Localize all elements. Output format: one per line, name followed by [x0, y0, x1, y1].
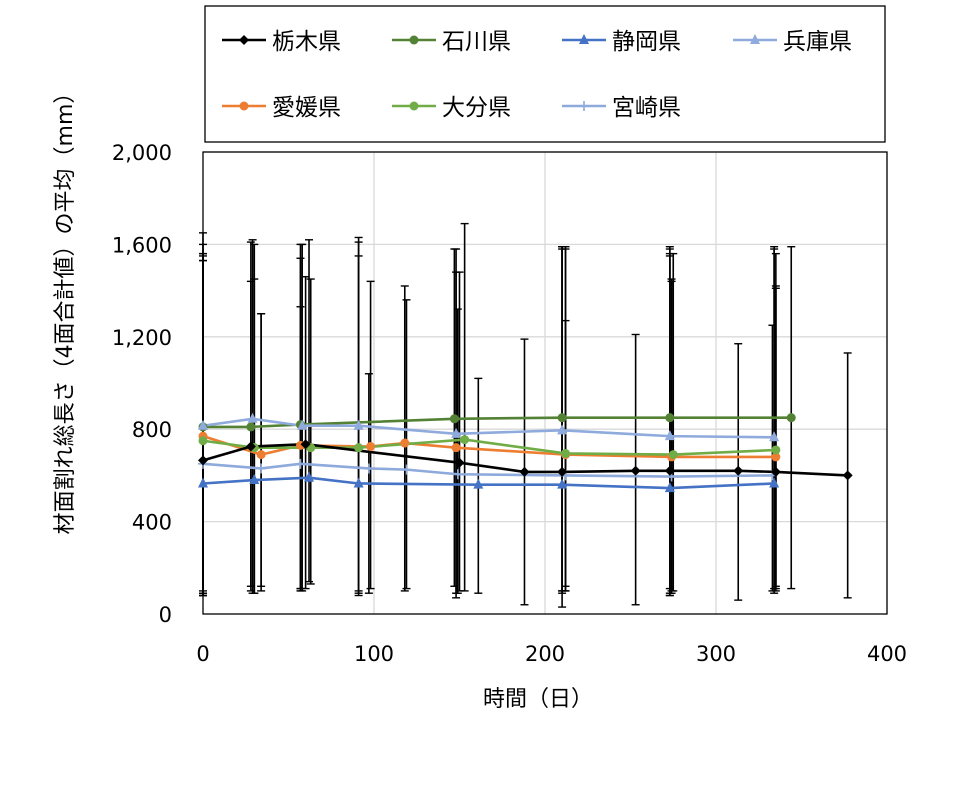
data-point — [668, 450, 678, 460]
legend-label: 兵庫県 — [783, 29, 852, 55]
legend-label: 大分県 — [442, 95, 511, 121]
data-point — [460, 435, 470, 445]
series-line — [202, 476, 775, 490]
data-point — [769, 477, 780, 488]
data-point — [579, 101, 589, 111]
data-point — [247, 412, 258, 423]
data-point — [198, 419, 208, 430]
data-point — [454, 457, 465, 468]
y-tick-label: 0 — [159, 603, 172, 627]
data-point — [409, 101, 419, 111]
data-point — [300, 439, 311, 450]
data-point — [451, 427, 462, 438]
x-tick-label: 400 — [867, 642, 907, 666]
data-point — [473, 478, 484, 489]
data-point — [366, 442, 376, 452]
data-point — [400, 438, 410, 448]
data-point — [245, 441, 256, 452]
data-point — [353, 477, 364, 488]
data-point — [239, 101, 249, 111]
data-point — [519, 466, 530, 477]
data-point — [297, 419, 308, 430]
data-point — [664, 482, 675, 493]
data-point — [409, 35, 419, 45]
data-point — [295, 458, 306, 469]
y-tick-label: 800 — [132, 418, 172, 442]
x-tick-label: 200 — [525, 642, 565, 666]
data-point — [664, 430, 675, 441]
data-point — [449, 414, 459, 424]
data-point — [198, 436, 208, 446]
legend-label: 栃木県 — [272, 29, 341, 55]
data-point — [770, 466, 781, 477]
data-point — [256, 463, 267, 474]
data-point — [451, 443, 461, 453]
y-tick-labels: 0 400 800 1,200 1,600 2,000 — [112, 141, 172, 627]
data-point — [239, 35, 249, 45]
legend-box — [204, 5, 886, 143]
data-point — [733, 465, 744, 476]
error-bars — [199, 222, 852, 608]
legend-label: 石川県 — [442, 29, 511, 55]
data-point — [771, 445, 781, 455]
series-markers — [198, 412, 853, 493]
y-axis-title: 材面割れ総長さ（4面合計値）の平均（mm） — [53, 82, 78, 535]
series-line — [202, 438, 776, 456]
data-point — [304, 471, 315, 482]
x-axis-title: 時間（日） — [483, 687, 593, 712]
y-tick-label: 400 — [132, 511, 172, 535]
y-tick-label: 1,200 — [112, 326, 172, 350]
data-point — [198, 477, 208, 488]
data-point — [353, 419, 364, 430]
data-point — [664, 465, 675, 476]
data-point — [249, 474, 260, 485]
data-point — [561, 448, 571, 458]
x-tick-label: 100 — [354, 642, 394, 666]
data-point — [354, 443, 364, 453]
legend-label: 静岡県 — [612, 29, 681, 55]
series-line — [202, 417, 775, 439]
data-point — [630, 465, 641, 476]
data-point — [579, 34, 589, 44]
y-tick-label: 2,000 — [112, 141, 172, 165]
data-point — [557, 413, 567, 423]
data-point — [769, 431, 780, 442]
data-point — [750, 34, 760, 44]
data-point — [842, 470, 853, 481]
data-point — [557, 424, 568, 435]
y-tick-label: 1,600 — [112, 233, 172, 257]
data-point — [665, 413, 675, 423]
data-point — [401, 464, 412, 475]
x-tick-label: 0 — [196, 642, 209, 666]
data-point — [256, 450, 266, 460]
x-tick-label: 300 — [696, 642, 736, 666]
data-point — [363, 463, 374, 474]
x-tick-labels: 0 100 200 300 400 — [196, 642, 907, 666]
data-point — [557, 466, 568, 477]
data-point — [198, 455, 208, 466]
data-point — [771, 452, 781, 462]
legend-label: 宮崎県 — [612, 95, 681, 121]
data-point — [557, 478, 568, 489]
legend-label: 愛媛県 — [272, 95, 341, 121]
data-point — [786, 413, 796, 423]
data-point — [452, 469, 463, 480]
data-point — [246, 422, 256, 432]
